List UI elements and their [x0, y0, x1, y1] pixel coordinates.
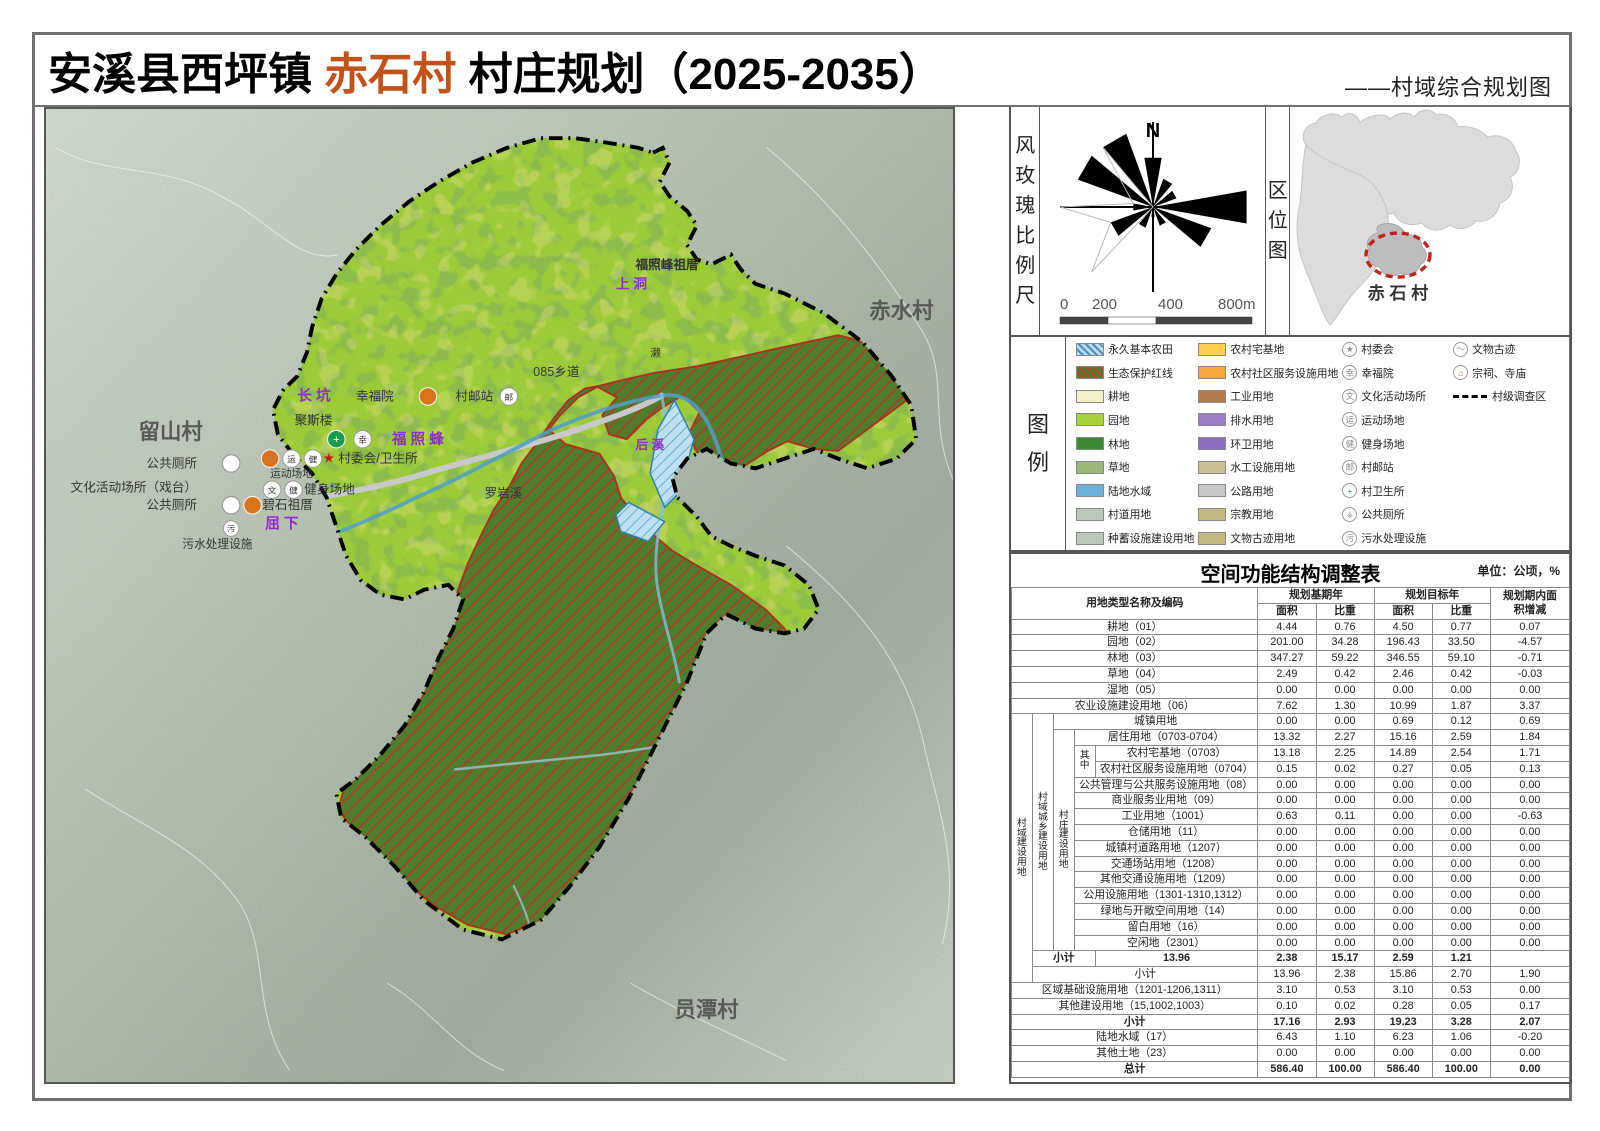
svg-text:健身场地: 健身场地 [304, 482, 355, 497]
svg-text:碧石祖厝: 碧石祖厝 [262, 498, 313, 512]
svg-text:村委会/卫生所: 村委会/卫生所 [338, 452, 418, 466]
svg-text:★: ★ [323, 451, 335, 466]
svg-text:邮: 邮 [504, 391, 513, 402]
svg-text:公共厕所: 公共厕所 [146, 456, 197, 470]
svg-text:200: 200 [1092, 296, 1117, 313]
svg-text:幸: 幸 [358, 435, 367, 445]
svg-text:文化活动场所（戏台）: 文化活动场所（戏台） [71, 481, 197, 495]
svg-text:长 坑: 长 坑 [297, 386, 331, 404]
svg-text:085乡道: 085乡道 [533, 365, 580, 379]
svg-text:罗岩溪: 罗岩溪 [484, 486, 522, 500]
svg-text:员潭村: 员潭村 [674, 998, 739, 1022]
svg-text:N: N [1146, 120, 1160, 142]
svg-text:运: 运 [287, 455, 296, 465]
svg-text:污: 污 [227, 523, 235, 533]
svg-text:后 溪: 后 溪 [635, 437, 664, 452]
svg-text:福 照 蜂: 福 照 蜂 [391, 430, 444, 448]
svg-text:留山村: 留山村 [139, 419, 204, 444]
svg-text:上 洞: 上 洞 [616, 277, 647, 292]
svg-text:污水处理设施: 污水处理设施 [182, 538, 252, 551]
svg-text:文: 文 [268, 485, 277, 496]
svg-text:健: 健 [289, 486, 298, 496]
svg-text:聚斯楼: 聚斯楼 [294, 414, 332, 428]
svg-text:赤 石 村: 赤 石 村 [1368, 283, 1428, 303]
svg-text:幸福院: 幸福院 [356, 389, 394, 403]
svg-text:村邮站: 村邮站 [455, 389, 493, 403]
svg-text:福照峰祖厝: 福照峰祖厝 [634, 257, 699, 272]
svg-text:赤水村: 赤水村 [869, 299, 934, 323]
svg-text:运动场地: 运动场地 [270, 467, 313, 480]
svg-text:屈 下: 屈 下 [265, 516, 299, 533]
svg-text:濑: 濑 [650, 348, 661, 360]
svg-text:公共厕所: 公共厕所 [146, 498, 197, 512]
svg-text:0: 0 [1060, 296, 1068, 313]
svg-text:800m: 800m [1218, 296, 1256, 313]
svg-text:400: 400 [1158, 296, 1183, 313]
svg-text:+: + [333, 434, 339, 446]
svg-text:健: 健 [309, 455, 318, 465]
